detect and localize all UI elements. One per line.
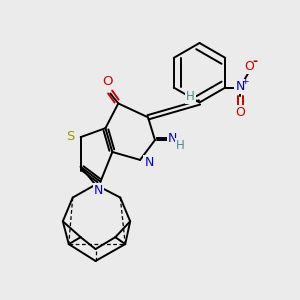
Text: N: N — [168, 132, 178, 145]
Text: N: N — [236, 80, 245, 93]
Text: S: S — [67, 130, 75, 142]
Text: N: N — [94, 184, 103, 197]
Text: O: O — [244, 60, 254, 73]
Text: H: H — [176, 139, 185, 152]
Text: H: H — [186, 90, 195, 103]
Text: O: O — [235, 106, 245, 119]
Text: -: - — [252, 55, 258, 68]
Text: N: N — [144, 156, 154, 170]
Text: +: + — [241, 77, 249, 86]
Text: O: O — [102, 75, 112, 88]
